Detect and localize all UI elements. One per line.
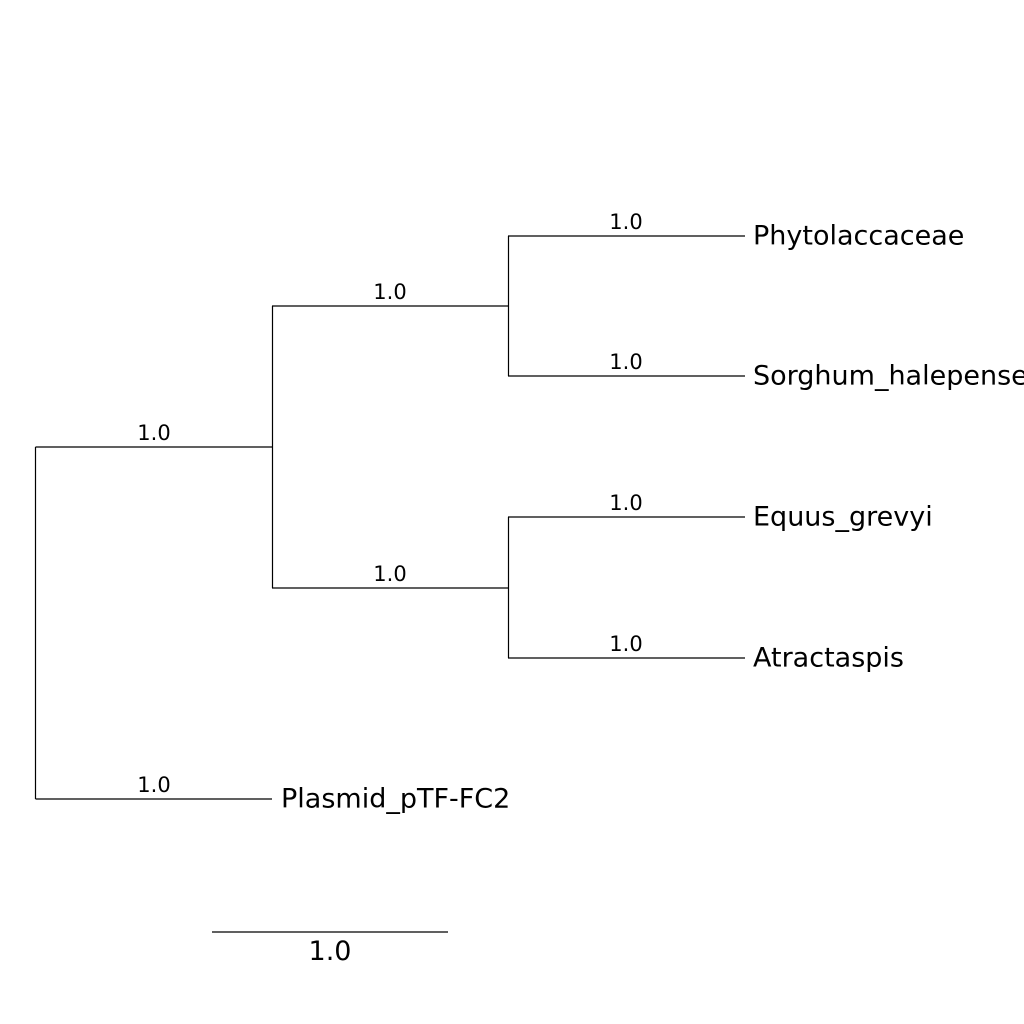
leaf-label-sorghum: Sorghum_halepense xyxy=(753,361,1024,392)
leaf-label-plasmid: Plasmid_pTF-FC2 xyxy=(281,784,510,815)
leaf-branch-label-atractaspis: 1.0 xyxy=(609,632,642,656)
main-clade-branch-label: 1.0 xyxy=(137,421,170,445)
leaf-branch-label-equus: 1.0 xyxy=(609,491,642,515)
leaf-label-atractaspis: Atractaspis xyxy=(753,643,904,674)
leaf-branch-label-phytolaccaceae: 1.0 xyxy=(609,210,642,234)
scale-bar-label: 1.0 xyxy=(309,936,352,967)
lower-clade-branch-label: 1.0 xyxy=(373,562,406,586)
leaf-label-equus: Equus_grevyi xyxy=(753,502,933,533)
leaf-label-phytolaccaceae: Phytolaccaceae xyxy=(753,221,964,252)
leaf-branch-label-sorghum: 1.0 xyxy=(609,350,642,374)
upper-clade-branch-label: 1.0 xyxy=(373,280,406,304)
leaf-branch-label-plasmid: 1.0 xyxy=(137,773,170,797)
